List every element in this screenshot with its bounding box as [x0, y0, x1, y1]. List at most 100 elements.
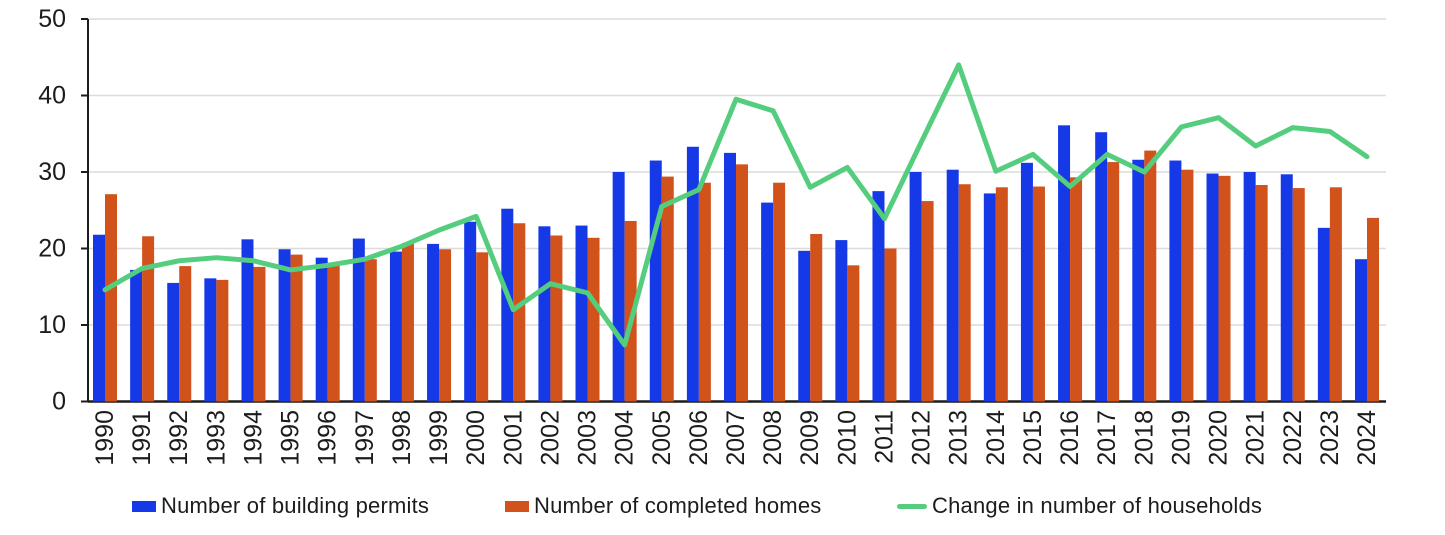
bar	[884, 248, 897, 402]
bar	[872, 191, 885, 402]
x-tick-label: 1996	[314, 410, 342, 466]
households-line	[102, 62, 1370, 348]
bar	[773, 182, 786, 402]
y-tick-label: 20	[38, 235, 66, 263]
x-tick-label: 2017	[1093, 410, 1121, 466]
bar	[364, 259, 377, 402]
bar	[1181, 169, 1194, 402]
bar	[315, 257, 328, 402]
bar	[798, 250, 811, 402]
bar	[1317, 227, 1330, 402]
x-tick-label: 2015	[1019, 410, 1047, 466]
bar	[278, 249, 291, 402]
bar	[241, 239, 254, 402]
bar	[624, 220, 637, 402]
x-tick-label: 1995	[277, 410, 305, 466]
bar	[724, 152, 736, 402]
bar	[1329, 187, 1342, 402]
bar	[1243, 172, 1256, 402]
x-tick-label: 2020	[1205, 410, 1233, 466]
bar	[1367, 217, 1379, 402]
bar	[1169, 160, 1182, 402]
bar	[649, 160, 662, 402]
bar	[389, 251, 402, 402]
bar	[401, 243, 414, 402]
legend-label: Number of building permits	[161, 493, 430, 518]
bar	[427, 243, 440, 402]
bar	[736, 164, 748, 402]
bar	[216, 279, 229, 402]
bar	[204, 278, 217, 402]
bar	[1058, 125, 1071, 402]
x-tick-label: 1993	[202, 410, 230, 466]
legend-item-building-permits: Number of building permits	[132, 492, 429, 520]
bar	[1020, 162, 1033, 402]
bar	[698, 182, 711, 402]
x-tick-label: 2021	[1242, 410, 1270, 466]
y-tick-label: 50	[38, 5, 66, 33]
legend-label: Number of completed homes	[534, 493, 822, 518]
x-tick-label: 2008	[759, 410, 787, 466]
x-tick-label: 2009	[796, 410, 824, 466]
bar	[587, 237, 600, 402]
y-tick-label: 30	[38, 158, 66, 186]
bar	[835, 240, 848, 402]
x-axis-labels: 1990 1991 1992 1993 1994 1995 1996 1997 1998 1999…	[91, 410, 1381, 466]
bar	[995, 187, 1008, 402]
x-tick-label: 2022	[1279, 410, 1307, 466]
x-tick-label: 2023	[1316, 410, 1344, 466]
bar	[142, 236, 155, 402]
y-tick-label: 10	[38, 311, 66, 339]
bar	[501, 208, 514, 402]
x-tick-label: 2007	[722, 410, 750, 466]
x-tick-label: 2016	[1056, 410, 1084, 466]
bar	[1070, 177, 1083, 402]
bar	[513, 223, 526, 402]
completed-homes-swatch	[505, 500, 529, 512]
y-tick-label: 40	[38, 82, 66, 110]
bar	[1095, 132, 1108, 402]
bar	[93, 234, 105, 402]
x-tick-label: 1999	[425, 410, 453, 466]
bar	[290, 254, 303, 402]
households-line-swatch	[897, 503, 927, 509]
x-tick-label: 2019	[1167, 410, 1195, 466]
bar	[550, 235, 563, 402]
bar	[1032, 186, 1045, 402]
bar	[105, 194, 117, 402]
x-tick-label: 2002	[536, 410, 564, 466]
x-tick-label: 1990	[91, 410, 119, 466]
y-axis-labels: 0 10 20 30 40 50	[38, 5, 66, 416]
bar	[130, 269, 143, 402]
bar	[1107, 162, 1120, 402]
x-tick-label: 2004	[611, 410, 639, 466]
bars-building-permits	[93, 125, 1367, 402]
x-tick-label: 2024	[1353, 410, 1381, 466]
bar	[1218, 175, 1231, 402]
legend-item-completed-homes: Number of completed homes	[505, 492, 821, 520]
bar	[921, 201, 934, 402]
bar	[1206, 173, 1219, 402]
bar	[439, 249, 452, 402]
legend-item-households: Change in number of households	[897, 492, 1262, 520]
x-tick-label: 1997	[351, 410, 379, 466]
legend-label: Change in number of households	[932, 493, 1263, 518]
building-permits-swatch	[132, 500, 156, 512]
x-tick-label: 2006	[685, 410, 713, 466]
x-tick-label: 2010	[833, 410, 861, 466]
x-tick-label: 1994	[239, 410, 267, 466]
x-tick-label: 1998	[388, 410, 416, 466]
x-tick-label: 2013	[945, 410, 973, 466]
x-tick-label: 2003	[574, 410, 602, 466]
bar	[167, 282, 180, 402]
bar	[983, 193, 996, 402]
bar	[1144, 150, 1157, 402]
bar	[179, 266, 192, 402]
x-tick-label: 2014	[982, 410, 1010, 466]
bar	[810, 233, 823, 402]
bar	[1292, 188, 1305, 402]
x-tick-label: 1992	[165, 410, 193, 466]
bar	[909, 172, 922, 402]
